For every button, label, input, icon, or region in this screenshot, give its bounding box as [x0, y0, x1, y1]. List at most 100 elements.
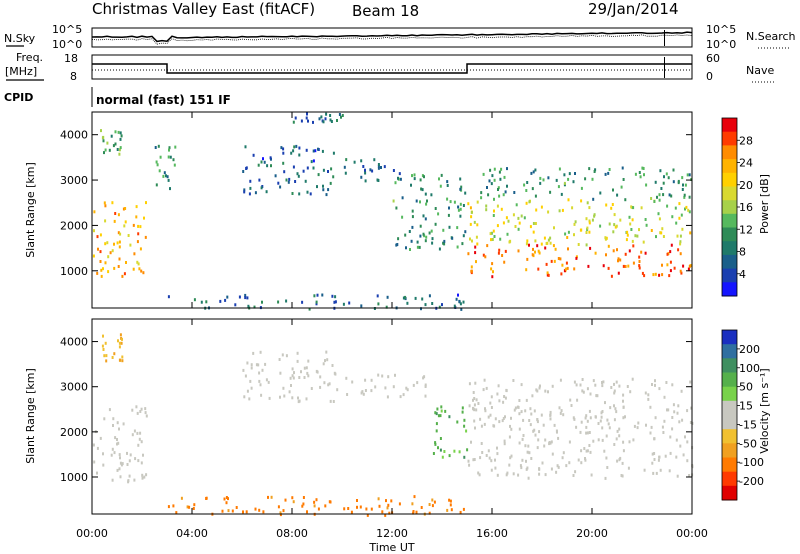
- nave-tick-bottom: 0: [706, 70, 713, 83]
- heatmap-cell: [122, 207, 125, 211]
- heatmap-cell: [498, 170, 501, 174]
- heatmap-cell: [140, 461, 143, 465]
- heatmap-cell: [306, 190, 309, 194]
- heatmap-cell: [535, 388, 538, 392]
- heatmap-cell: [300, 119, 303, 123]
- heatmap-cell: [496, 392, 499, 396]
- heatmap-cell: [103, 417, 106, 421]
- heatmap-cell: [138, 437, 141, 441]
- heatmap-cell: [550, 440, 553, 444]
- heatmap-cell: [686, 409, 689, 413]
- heatmap-cell: [475, 260, 477, 264]
- heatmap-cell: [475, 398, 478, 402]
- heatmap-cell: [292, 149, 295, 153]
- heatmap-cell: [604, 476, 607, 480]
- heatmap-cell: [292, 376, 295, 380]
- heatmap-cell: [688, 195, 691, 199]
- heatmap-cell: [501, 254, 504, 257]
- heatmap-cell: [624, 415, 626, 419]
- heatmap-cell: [679, 269, 682, 273]
- heatmap-cell: [459, 177, 462, 181]
- heatmap-cell: [460, 307, 463, 311]
- power-heatmap: [92, 112, 693, 311]
- heatmap-cell: [453, 200, 456, 204]
- heatmap-cell: [180, 496, 183, 500]
- heatmap-cell: [593, 214, 596, 218]
- heatmap-cell: [661, 227, 664, 231]
- heatmap-cell: [545, 242, 548, 245]
- heatmap-cell: [341, 114, 344, 117]
- heatmap-cell: [412, 383, 415, 387]
- heatmap-cell: [536, 418, 539, 422]
- heatmap-cell: [485, 386, 488, 390]
- heatmap-cell: [474, 426, 476, 430]
- heatmap-cell: [331, 364, 334, 367]
- heatmap-cell: [422, 214, 425, 218]
- heatmap-cell: [558, 167, 561, 171]
- heatmap-cell: [621, 461, 624, 465]
- heatmap-cell: [518, 412, 521, 416]
- heatmap-cell: [518, 427, 521, 431]
- heatmap-cell: [651, 383, 653, 386]
- heatmap-cell: [248, 397, 251, 401]
- heatmap-cell: [490, 468, 493, 472]
- heatmap-cell: [301, 504, 304, 508]
- heatmap-cell: [619, 258, 622, 262]
- heatmap-cell: [654, 383, 656, 387]
- heatmap-cell: [315, 369, 318, 373]
- station-title: Christmas Valley East (fitACF): [92, 0, 315, 18]
- heatmap-cell: [300, 370, 302, 374]
- xtick-label: 00:00: [76, 527, 108, 540]
- heatmap-cell: [576, 398, 579, 402]
- heatmap-cell: [257, 363, 260, 367]
- heatmap-cell: [575, 425, 578, 429]
- heatmap-cell: [412, 510, 415, 513]
- heatmap-cell: [225, 501, 228, 505]
- heatmap-cell: [260, 186, 263, 190]
- heatmap-cell: [296, 359, 299, 363]
- heatmap-cell: [571, 206, 574, 210]
- heatmap-cell: [631, 218, 634, 222]
- heatmap-cell: [575, 256, 578, 260]
- heatmap-cell: [172, 158, 175, 162]
- heatmap-cell: [325, 350, 328, 354]
- heatmap-cell: [101, 344, 104, 348]
- heatmap-cell: [496, 446, 498, 450]
- heatmap-cell: [96, 471, 98, 475]
- heatmap-cell: [118, 148, 121, 152]
- heatmap-cell: [405, 386, 408, 390]
- heatmap-cell: [583, 447, 586, 450]
- heatmap-cell: [566, 236, 569, 239]
- colorbar-segment: [722, 457, 737, 473]
- heatmap-cell: [282, 386, 285, 390]
- heatmap-cell: [690, 178, 693, 181]
- heatmap-cell: [534, 222, 537, 225]
- heatmap-cell: [291, 374, 294, 378]
- heatmap-cell: [580, 420, 583, 424]
- heatmap-cell: [472, 458, 475, 462]
- heatmap-cell: [440, 409, 443, 413]
- heatmap-cell: [662, 181, 665, 185]
- heatmap-cell: [139, 410, 142, 413]
- heatmap-cell: [642, 167, 645, 170]
- heatmap-cell: [419, 224, 422, 228]
- heatmap-cell: [291, 496, 294, 500]
- heatmap-cell: [553, 423, 556, 427]
- heatmap-cell: [634, 234, 637, 238]
- heatmap-cell: [464, 230, 467, 234]
- heatmap-cell: [643, 468, 646, 472]
- heatmap-cell: [302, 496, 305, 499]
- heatmap-cell: [572, 474, 575, 477]
- heatmap-cell: [675, 221, 678, 225]
- heatmap-cell: [448, 454, 451, 458]
- heatmap-cell: [173, 163, 176, 167]
- heatmap-cell: [462, 204, 465, 207]
- heatmap-cell: [628, 440, 631, 444]
- heatmap-cell: [678, 420, 681, 424]
- heatmap-cell: [242, 510, 244, 514]
- heatmap-cell: [584, 458, 587, 462]
- heatmap-cell: [659, 169, 662, 173]
- heatmap-cell: [257, 163, 260, 167]
- heatmap-cell: [594, 415, 597, 419]
- heatmap-cell: [458, 299, 461, 303]
